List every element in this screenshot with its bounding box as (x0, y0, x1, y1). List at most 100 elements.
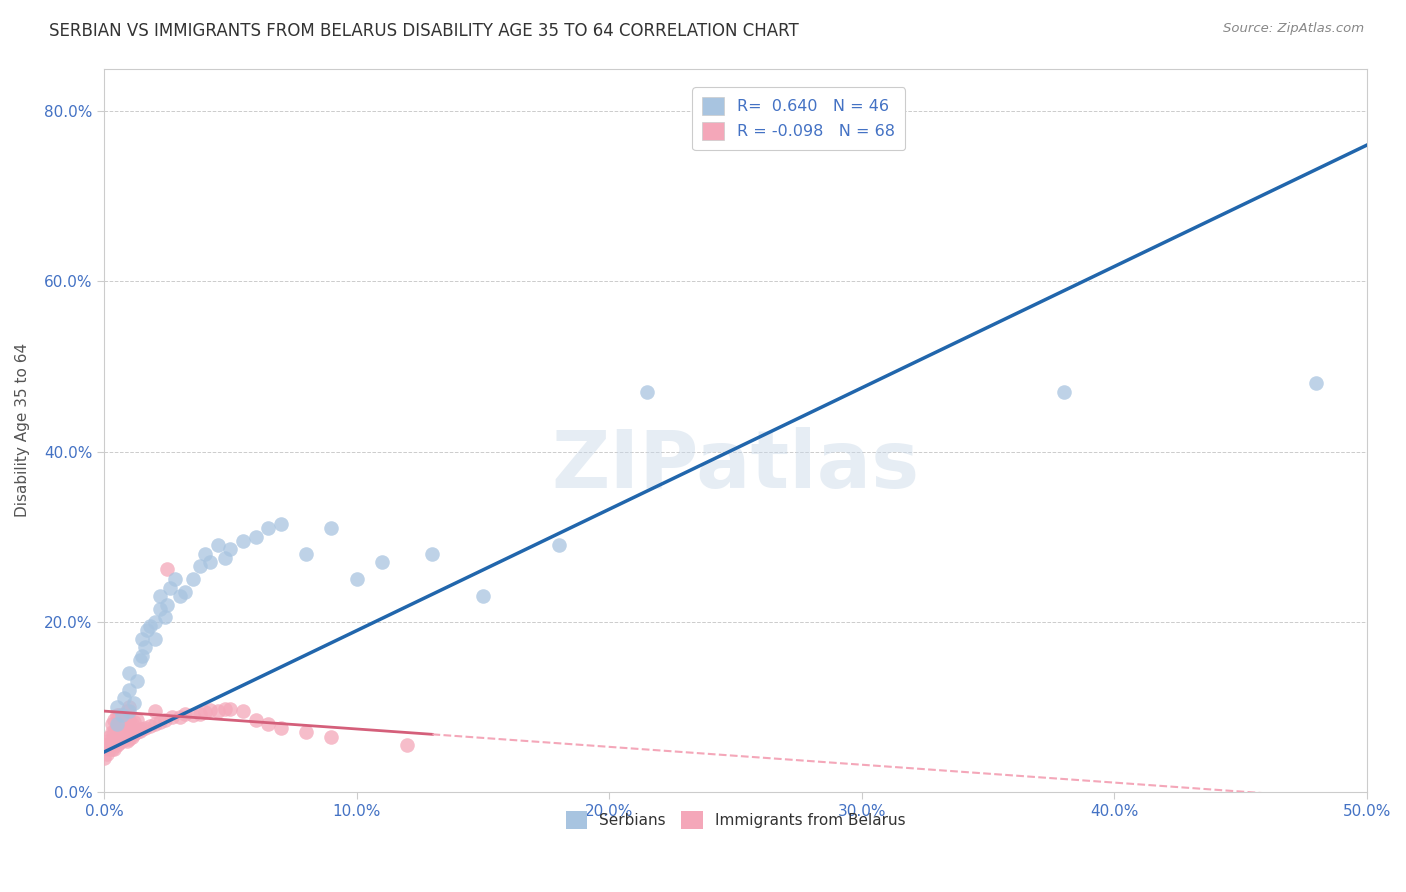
Point (207, 704, 229, 718)
Point (112, 721, 135, 735)
Point (98, 730, 121, 744)
Point (346, 572, 368, 586)
Point (188, 706, 211, 721)
Point (121, 730, 143, 744)
Point (131, 632, 153, 646)
Point (321, 521, 343, 535)
Point (131, 648, 153, 663)
Point (174, 585, 197, 599)
Point (105, 717, 128, 731)
Point (149, 715, 172, 730)
Point (194, 547, 217, 561)
Point (149, 602, 172, 616)
Point (98, 742, 121, 756)
Point (105, 699, 128, 714)
Point (422, 547, 444, 561)
Y-axis label: Disability Age 35 to 64: Disability Age 35 to 64 (15, 343, 30, 517)
Point (105, 718, 128, 732)
Point (112, 691, 135, 706)
Point (111, 723, 134, 738)
Point (143, 632, 166, 646)
Point (188, 559, 211, 574)
Point (214, 550, 236, 565)
Point (162, 710, 184, 724)
Point (153, 610, 176, 624)
Point (396, 738, 419, 752)
Point (115, 734, 138, 748)
Point (100, 742, 122, 756)
Point (93, 751, 115, 765)
Point (108, 708, 131, 723)
Point (472, 589, 495, 603)
Point (103, 734, 125, 748)
Point (257, 717, 280, 731)
Point (100, 725, 122, 739)
Point (115, 715, 138, 730)
Point (200, 555, 222, 569)
Point (169, 589, 191, 603)
Point (321, 730, 343, 744)
Point (1305, 376, 1327, 391)
Point (159, 581, 181, 595)
Point (118, 699, 141, 714)
Point (108, 736, 131, 750)
Point (108, 727, 131, 741)
Point (118, 721, 141, 735)
Point (200, 703, 222, 717)
Point (143, 615, 166, 629)
Point (295, 547, 318, 561)
Point (105, 708, 128, 723)
Point (118, 732, 141, 747)
Point (156, 562, 179, 576)
Point (232, 704, 254, 718)
Point (121, 717, 143, 731)
Point (153, 713, 176, 727)
Point (111, 734, 134, 748)
Point (100, 734, 122, 748)
Point (257, 521, 280, 535)
Point (156, 598, 179, 612)
Point (295, 725, 318, 739)
Point (143, 704, 166, 718)
Point (174, 706, 197, 721)
Point (108, 718, 131, 732)
Legend: Serbians, Immigrants from Belarus: Serbians, Immigrants from Belarus (560, 805, 911, 835)
Point (103, 725, 125, 739)
Point (111, 715, 134, 730)
Point (138, 619, 160, 633)
Point (128, 723, 150, 738)
Point (245, 713, 267, 727)
Point (138, 718, 160, 732)
Point (115, 723, 138, 738)
Point (103, 713, 125, 727)
Text: ZIPatlas: ZIPatlas (551, 427, 920, 506)
Point (181, 572, 204, 586)
Point (143, 717, 166, 731)
Point (636, 384, 658, 399)
Point (169, 710, 191, 724)
Point (105, 738, 128, 752)
Point (371, 555, 394, 569)
Point (207, 538, 229, 552)
Point (118, 665, 141, 680)
Point (124, 696, 146, 710)
Point (118, 682, 141, 697)
Point (111, 708, 134, 723)
Text: Source: ZipAtlas.com: Source: ZipAtlas.com (1223, 22, 1364, 36)
Point (270, 516, 292, 531)
Point (163, 572, 186, 586)
Point (118, 704, 141, 718)
Point (149, 589, 172, 603)
Point (112, 732, 135, 747)
Point (181, 708, 204, 723)
Point (115, 704, 138, 718)
Point (96, 747, 118, 761)
Point (125, 713, 148, 727)
Point (245, 530, 267, 544)
Point (103, 742, 125, 756)
Point (131, 722, 153, 736)
Point (125, 674, 148, 689)
Point (219, 701, 242, 715)
Point (118, 713, 141, 727)
Point (136, 624, 159, 638)
